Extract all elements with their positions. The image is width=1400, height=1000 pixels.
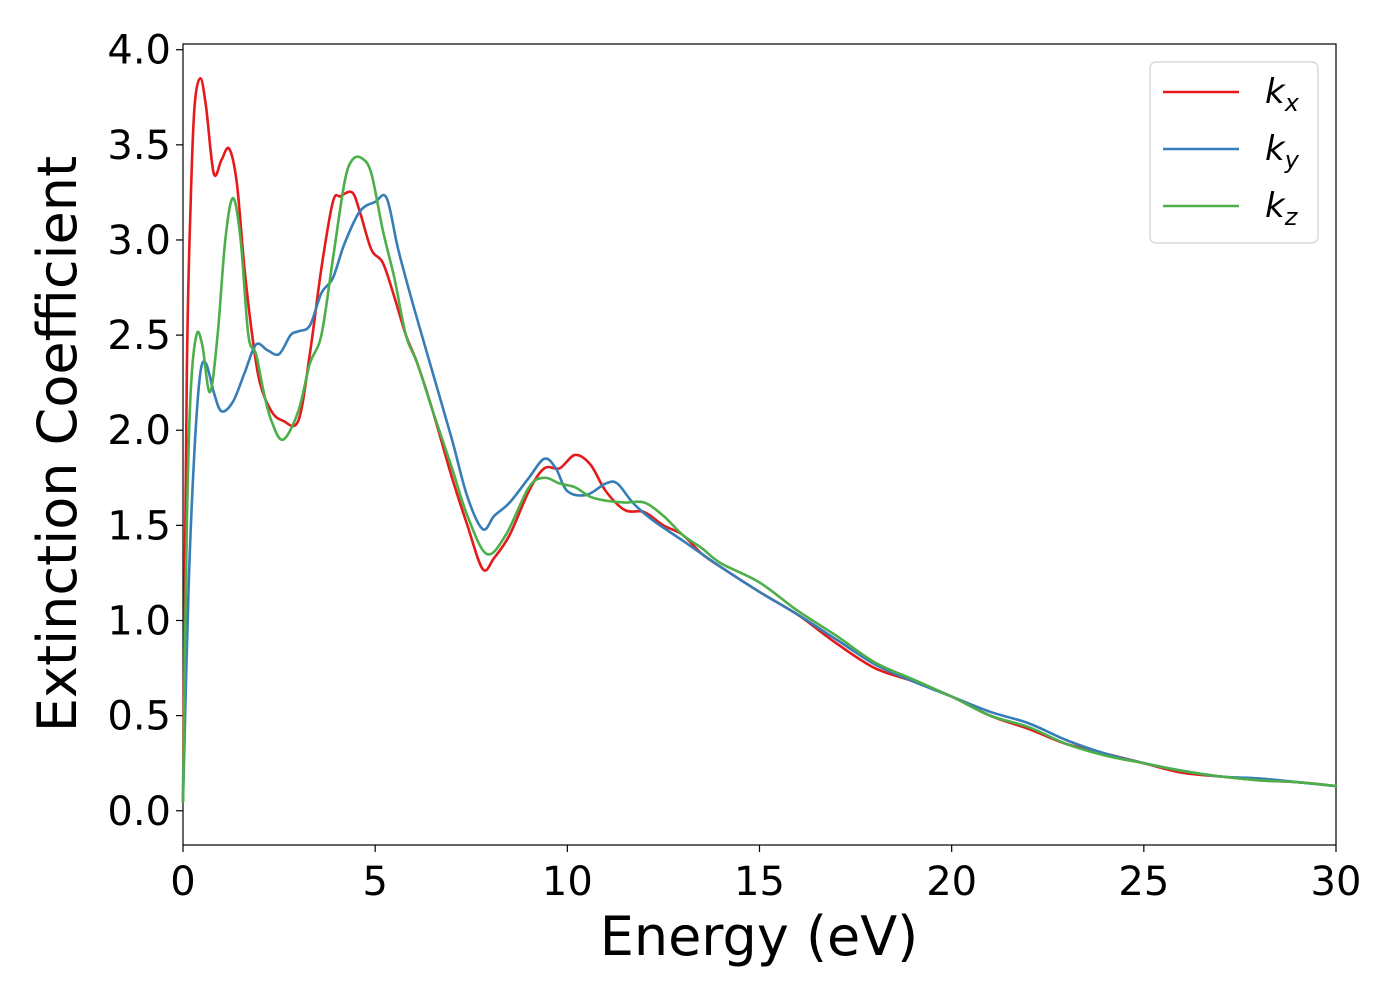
x-tick-label: 20 <box>926 859 977 905</box>
legend-box <box>1149 61 1319 244</box>
x-axis-label: Energy (eV) <box>600 905 919 968</box>
x-tick-label: 0 <box>170 859 195 905</box>
x-tick-label: 5 <box>362 859 387 905</box>
series-line-y <box>181 193 1338 803</box>
y-tick-label: 1.0 <box>107 598 171 644</box>
y-tick-label: 4.0 <box>107 28 171 74</box>
y-axis-label: Extinction Coefficient <box>26 156 89 732</box>
y-tick-label: 0.0 <box>107 789 171 835</box>
y-tick-label: 3.0 <box>107 218 171 264</box>
series-line-z <box>181 155 1338 803</box>
legend-label-y: ky <box>1265 129 1300 174</box>
y-tick-label: 2.0 <box>107 408 171 454</box>
y-tick-label: 2.5 <box>107 313 171 359</box>
series-lines <box>181 76 1338 803</box>
x-axis-ticks: 0 5 10 15 20 25 30 <box>170 845 1361 905</box>
y-tick-label: 0.5 <box>107 694 171 740</box>
legend-label-x: kx <box>1265 72 1300 117</box>
x-tick-label: 25 <box>1118 859 1169 905</box>
legend-label-z: kz <box>1265 186 1299 231</box>
x-tick-label: 30 <box>1311 859 1362 905</box>
x-tick-label: 15 <box>734 859 785 905</box>
y-tick-label: 3.5 <box>107 123 171 169</box>
legend: kx ky kz <box>1149 61 1319 244</box>
y-axis-ticks: 0.0 0.5 1.0 1.5 2.0 2.5 3.0 3.5 4.0 <box>107 28 183 835</box>
y-tick-label: 1.5 <box>107 503 171 549</box>
x-tick-label: 10 <box>542 859 593 905</box>
